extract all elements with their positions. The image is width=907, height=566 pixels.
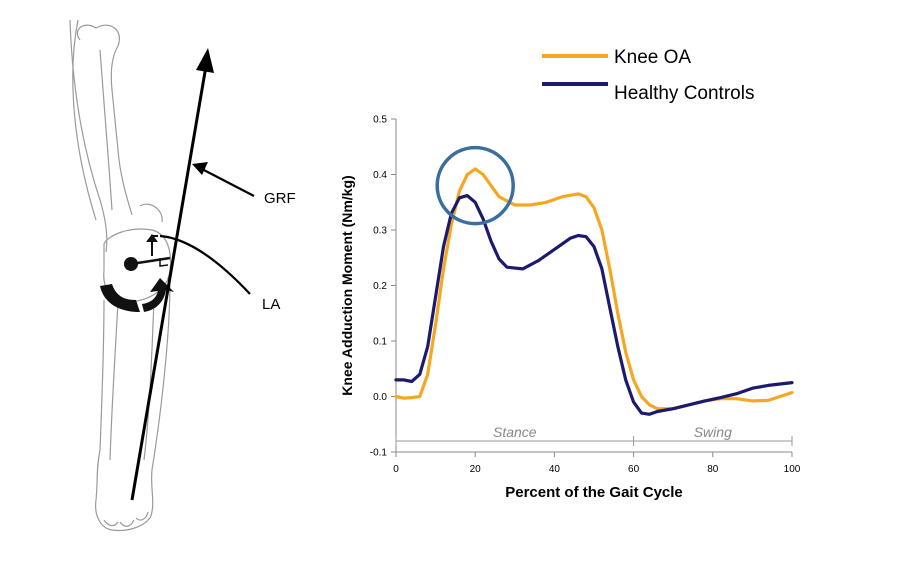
x-tick-label: 80 — [707, 464, 719, 475]
gait-phases: Stance Swing — [395, 424, 793, 446]
la-pointer-line — [159, 234, 251, 295]
grf-arrowhead — [196, 48, 214, 73]
y-ticks: -0.1 0.0 0.1 0.2 0.3 0.4 0.5 — [370, 115, 396, 459]
peak-highlight-circle — [435, 145, 515, 226]
thigh-outline — [72, 19, 97, 221]
right-angle-marker — [159, 258, 169, 267]
series-line-healthy-controls — [394, 194, 794, 416]
femur-outline — [76, 24, 133, 216]
x-ticks: 0 20 40 60 80 100 — [393, 452, 801, 475]
femur-shaft-lateral — [69, 19, 108, 253]
phase-label: Swing — [694, 424, 732, 440]
legend-label-healthy-controls: Healthy Controls — [614, 83, 754, 104]
series-lines — [394, 167, 794, 416]
phase-label: Stance — [493, 424, 537, 440]
y-tick-label: 0.1 — [373, 337, 387, 348]
y-axis-label: Knee Adduction Moment (Nm/kg) — [339, 175, 355, 395]
x-tick-label: 20 — [470, 464, 482, 475]
y-tick-label: 0.4 — [373, 170, 387, 181]
moment-markers — [100, 234, 174, 312]
femur-shaft-medial — [99, 49, 113, 211]
foot-outline — [95, 449, 154, 532]
y-tick-label: 0.0 — [373, 392, 387, 403]
y-tick-label: 0.5 — [373, 115, 387, 126]
grf-vector — [130, 65, 208, 501]
moment-arrow-right — [142, 278, 174, 312]
chart-axes — [395, 119, 792, 453]
x-tick-label: 40 — [549, 464, 561, 475]
y-tick-label: 0.3 — [373, 226, 387, 237]
grf-label: GRF — [264, 190, 296, 207]
grf-pointer-line — [199, 167, 255, 197]
patella-outline — [139, 203, 163, 223]
fibula — [99, 299, 105, 451]
y-tick-label: -0.1 — [370, 448, 388, 459]
knee-anatomy-diagram — [69, 19, 172, 532]
x-tick-label: 0 — [393, 464, 399, 475]
x-tick-label: 60 — [628, 464, 640, 475]
leg-outline-right — [151, 279, 171, 471]
lever-arm-line — [130, 256, 171, 266]
grf-pointer-arrowhead — [192, 162, 208, 175]
x-axis-label: Percent of the Gait Cycle — [505, 484, 683, 501]
moment-arrow-left — [100, 284, 140, 312]
x-tick-label: 100 — [784, 464, 801, 475]
tibia-lateral — [109, 301, 119, 461]
knee-adduction-chart: -0.1 0.0 0.1 0.2 0.3 0.4 0.5 0 20 40 60 80 100 Stan… — [339, 115, 801, 502]
toes — [103, 511, 149, 527]
la-bracket-arrowhead — [146, 234, 158, 242]
legend-label-knee-oa: Knee OA — [614, 47, 691, 68]
highlight — [435, 145, 515, 226]
tibia-medial — [143, 299, 155, 461]
y-tick-label: 0.2 — [373, 281, 387, 292]
legend: Knee OA Healthy Controls — [542, 47, 754, 104]
la-label: LA — [262, 296, 280, 313]
